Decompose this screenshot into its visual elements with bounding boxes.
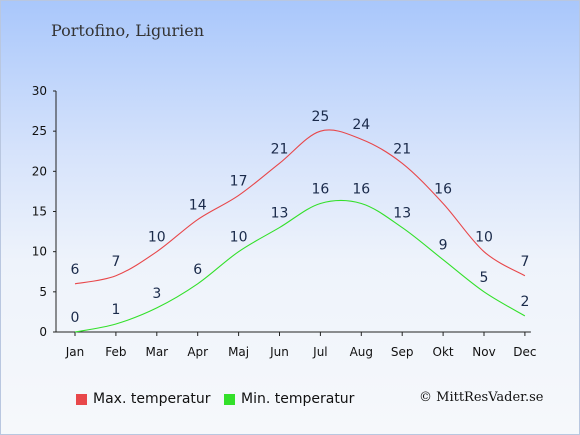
y-tick-label: 30 bbox=[32, 84, 47, 98]
chart-title: Portofino, Ligurien bbox=[51, 21, 205, 40]
series-lines bbox=[74, 129, 526, 333]
x-tick-label: Dec bbox=[513, 345, 536, 359]
data-label-min: 13 bbox=[271, 206, 289, 222]
data-label-max: 10 bbox=[475, 230, 493, 246]
data-label-min: 1 bbox=[111, 302, 120, 318]
data-label-max: 17 bbox=[230, 173, 248, 189]
copyright-credit: © MittResVader.se bbox=[419, 390, 544, 405]
y-tick-label: 15 bbox=[32, 205, 47, 219]
data-label-max: 21 bbox=[271, 141, 289, 157]
legend-item-max: Max. temperatur bbox=[76, 391, 211, 407]
y-tick-label: 0 bbox=[39, 325, 47, 339]
y-tick-label: 20 bbox=[32, 164, 47, 178]
data-label-max: 7 bbox=[111, 254, 120, 270]
x-tick-label: Jan bbox=[65, 345, 85, 359]
x-tick-label: Apr bbox=[187, 345, 208, 359]
data-label-max: 7 bbox=[520, 254, 529, 270]
data-label-min: 16 bbox=[311, 181, 329, 197]
data-label-max: 6 bbox=[71, 262, 80, 278]
data-label-min: 16 bbox=[352, 181, 370, 197]
x-tick-label: Mar bbox=[145, 345, 168, 359]
legend-swatch-min bbox=[224, 393, 235, 405]
data-label-min: 10 bbox=[230, 230, 248, 246]
data-label-max: 21 bbox=[393, 141, 411, 157]
data-label-max: 16 bbox=[434, 181, 452, 197]
data-label-min: 13 bbox=[393, 206, 411, 222]
series-line-max bbox=[74, 129, 526, 285]
y-tick-label: 5 bbox=[39, 285, 47, 299]
x-tick-label: Okt bbox=[433, 345, 454, 359]
data-label-max: 25 bbox=[311, 109, 329, 125]
x-tick-label: Aug bbox=[350, 345, 373, 359]
x-tick-label: Maj bbox=[228, 345, 249, 359]
x-tick-label: Jun bbox=[269, 345, 289, 359]
x-tick-label: Nov bbox=[472, 345, 495, 359]
data-label-max: 24 bbox=[352, 117, 370, 133]
y-tick-label: 10 bbox=[32, 245, 47, 259]
data-label-max: 14 bbox=[189, 198, 207, 214]
legend-swatch-max bbox=[76, 393, 87, 405]
x-tick-label: Feb bbox=[105, 345, 126, 359]
data-label-min: 0 bbox=[71, 310, 80, 326]
legend-label-max: Max. temperatur bbox=[93, 391, 211, 407]
data-label-min: 2 bbox=[520, 294, 529, 310]
y-tick-label: 25 bbox=[32, 124, 47, 138]
data-label-max: 10 bbox=[148, 230, 166, 246]
x-tick-label: Sep bbox=[391, 345, 414, 359]
data-label-min: 5 bbox=[480, 270, 489, 286]
data-label-min: 3 bbox=[152, 286, 161, 302]
data-label-min: 6 bbox=[193, 262, 202, 278]
legend-label-min: Min. temperatur bbox=[241, 391, 355, 407]
series-line-min bbox=[74, 199, 526, 333]
legend-item-min: Min. temperatur bbox=[224, 391, 354, 407]
data-label-min: 9 bbox=[439, 238, 448, 254]
x-tick-label: Jul bbox=[312, 345, 327, 359]
